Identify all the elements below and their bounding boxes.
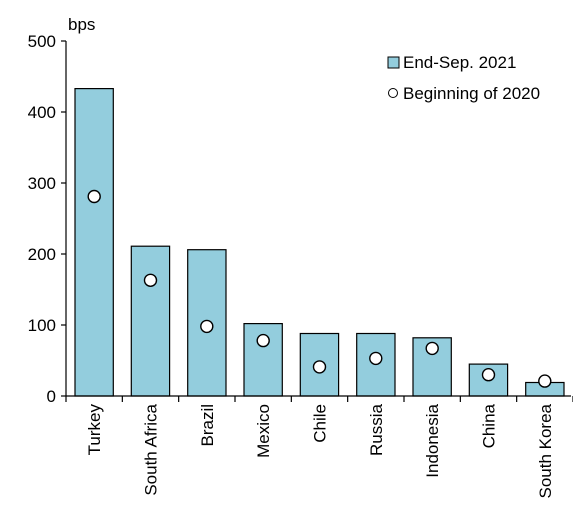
- y-tick-label: 0: [47, 387, 56, 406]
- plot-area: 0 100 200 300 400 500 Turkey South Africa Brazil…: [28, 32, 573, 499]
- point: [312, 360, 327, 374]
- y-tick-label: 400: [28, 103, 56, 122]
- y-tick-label: 100: [28, 316, 56, 335]
- legend-swatch-end-sep-2021: [387, 56, 400, 69]
- point: [143, 273, 158, 287]
- x-tick-label: South Africa: [142, 403, 161, 495]
- point: [481, 368, 496, 382]
- x-tick-label: South Korea: [536, 403, 555, 498]
- x-tick-label: Indonesia: [423, 403, 442, 477]
- legend-label-beginning-2020: Beginning of 2020: [403, 84, 540, 103]
- x-tick-label: Brazil: [198, 404, 217, 447]
- x-tick-label: Turkey: [85, 404, 104, 456]
- bar: [243, 323, 283, 397]
- point: [369, 351, 383, 366]
- x-tick-label: Mexico: [254, 404, 273, 458]
- legend-label-end-sep-2021: End-Sep. 2021: [403, 53, 516, 72]
- point: [425, 341, 439, 356]
- y-unit-label: bps: [68, 15, 95, 34]
- point: [87, 189, 101, 204]
- point: [200, 319, 214, 334]
- y-tick-label: 500: [28, 32, 56, 51]
- x-tick-label: Chile: [311, 404, 330, 443]
- point: [538, 374, 552, 388]
- y-tick-label: 300: [28, 174, 56, 193]
- legend-marker-beginning-2020: [388, 88, 398, 98]
- point: [256, 333, 270, 348]
- x-tick-label: China: [480, 403, 499, 448]
- bar: [130, 245, 171, 397]
- y-tick-label: 200: [28, 245, 56, 264]
- bar: [74, 87, 114, 397]
- x-tick-label: Russia: [367, 403, 386, 456]
- legend: End-Sep. 2021 Beginning of 2020: [387, 53, 540, 103]
